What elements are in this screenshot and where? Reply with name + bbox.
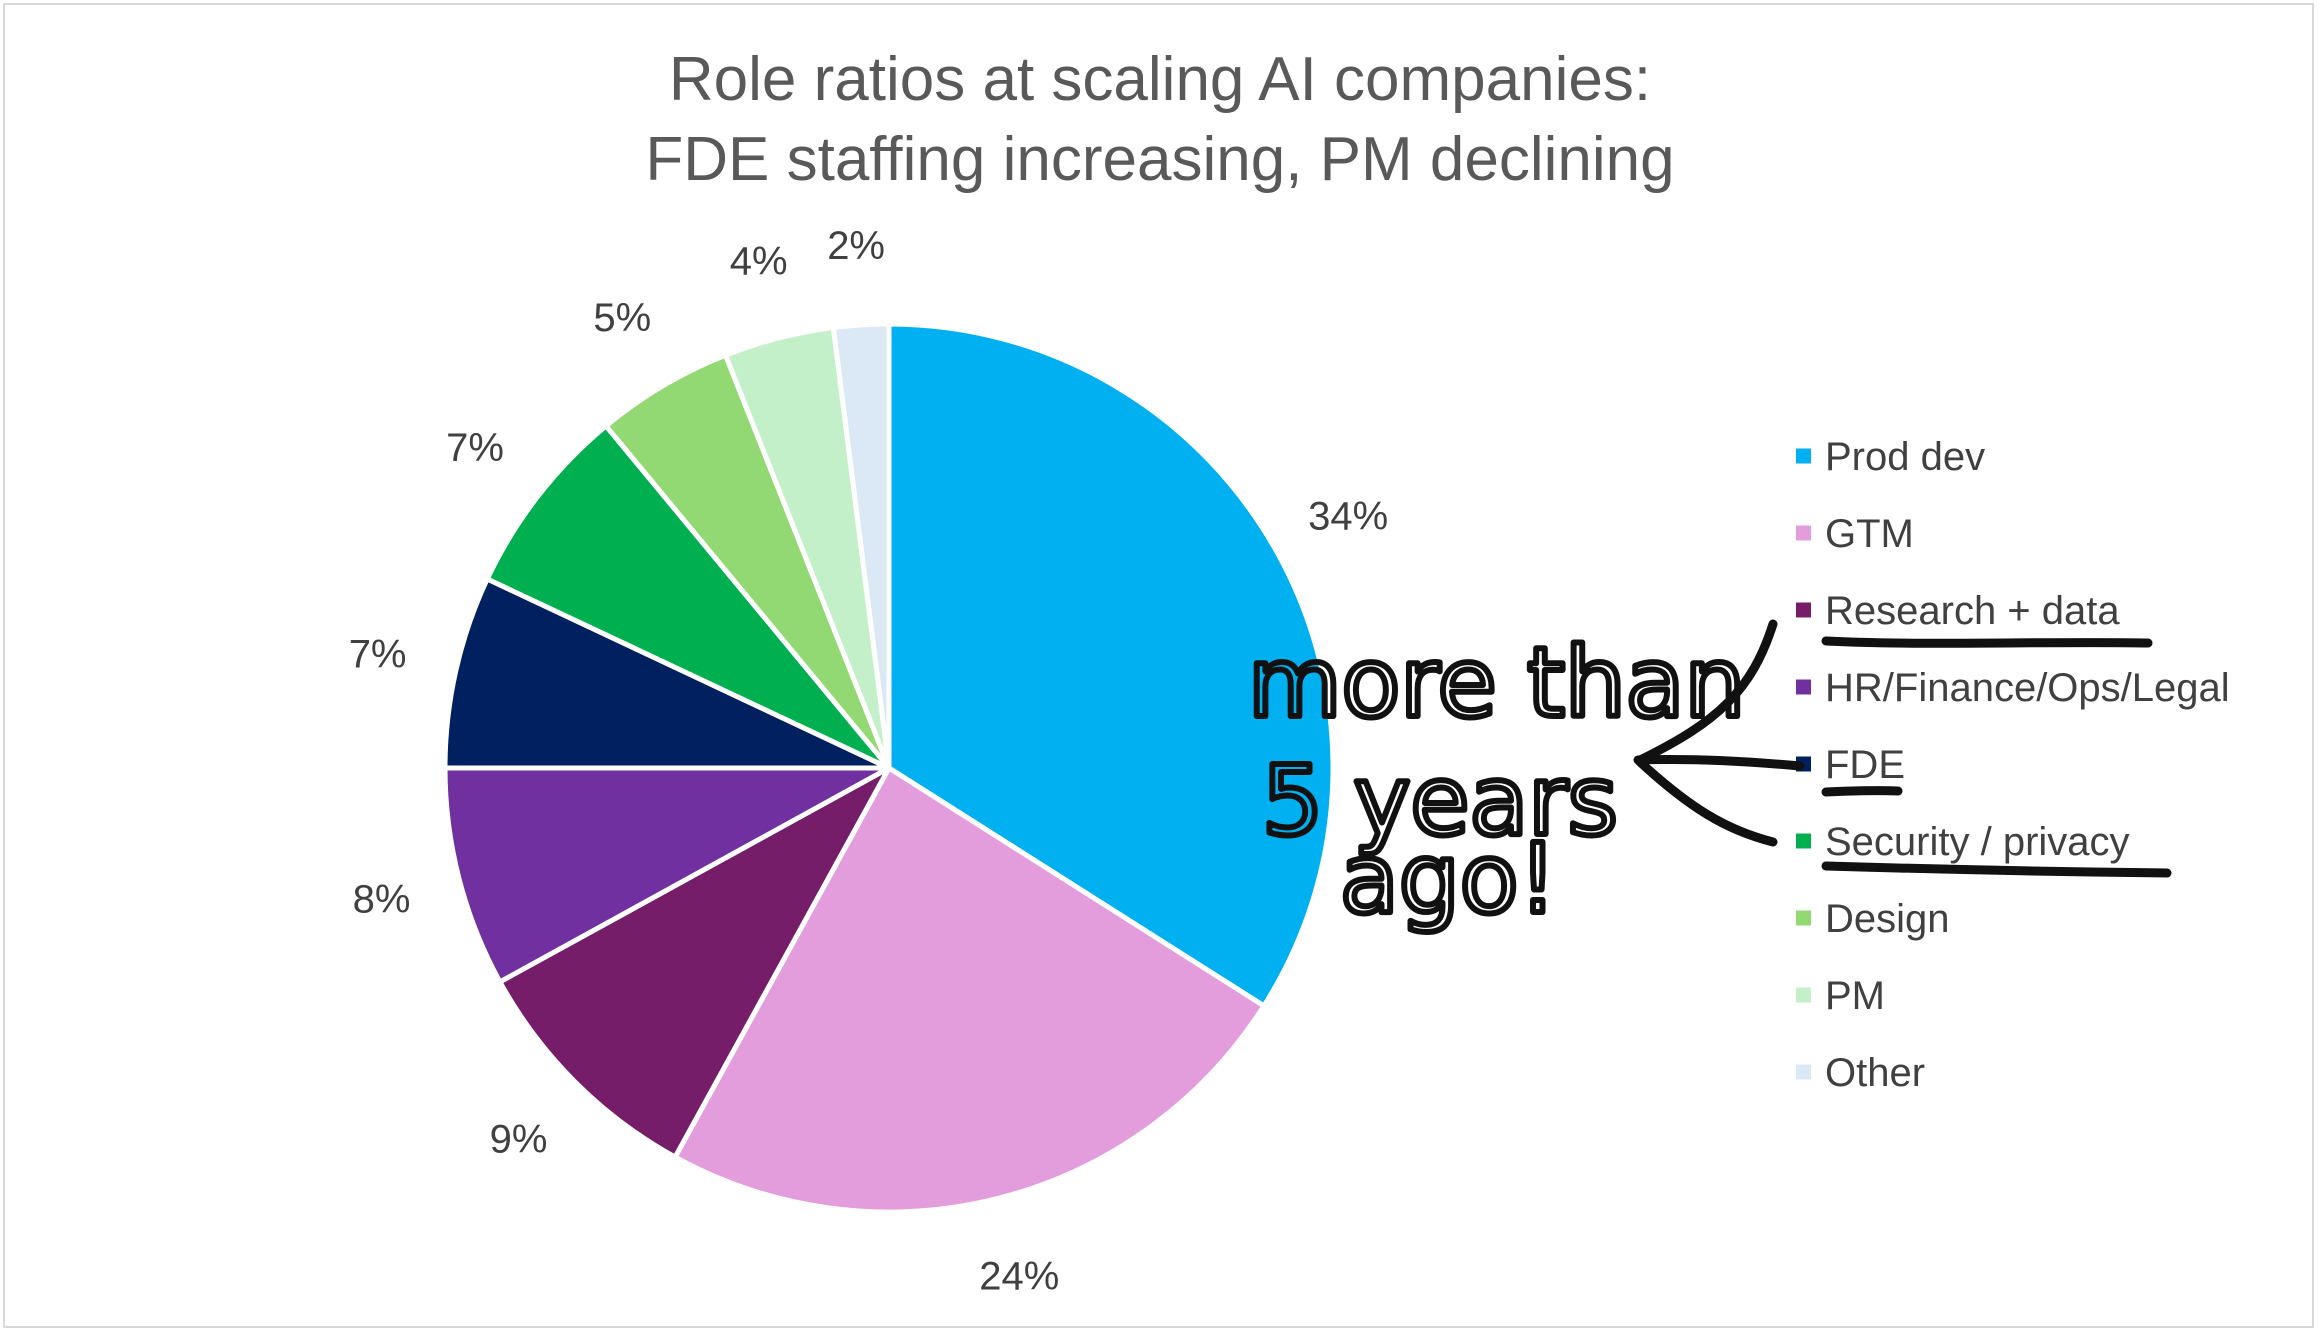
chart-title-line-2: FDE staffing increasing, PM declining	[645, 125, 1674, 194]
legend: Prod dev GTM Research + data HR/Finance/Ops…	[1796, 435, 2230, 1095]
legend-swatch-design	[1796, 910, 1811, 926]
legend-label-other: Other	[1825, 1051, 1925, 1095]
legend-label-design: Design	[1825, 897, 1950, 941]
pie-slice-fde	[442, 576, 892, 771]
chart-title: Role ratios at scaling AI companies: FDE…	[645, 45, 1674, 194]
annotation-arrow-upper	[1635, 619, 1778, 765]
legend-item-pm: PM	[1796, 974, 1885, 1018]
pie-slice-prod-dev	[886, 321, 1336, 1009]
legend-label-research-data: Research + data	[1825, 589, 2120, 633]
data-label-pm: 4%	[730, 240, 788, 284]
legend-item-other: Other	[1796, 1051, 1925, 1095]
chart-title-line-1: Role ratios at scaling AI companies:	[669, 45, 1651, 114]
annotation-arrow-middle	[1633, 754, 1805, 771]
legend-item-design: Design	[1796, 897, 1950, 941]
legend-label-security-privacy: Security / privacy	[1825, 820, 2130, 864]
legend-swatch-other	[1796, 1064, 1811, 1080]
legend-item-security-privacy: Security / privacy	[1796, 820, 2130, 864]
data-label-research-data: 9%	[490, 1118, 548, 1162]
data-label-fde: 7%	[349, 633, 407, 677]
handwritten-annotation: more than 5 years ago!	[1245, 619, 2172, 938]
underline-research-data	[1821, 636, 2153, 648]
legend-item-hr-finance-ops-legal: HR/Finance/Ops/Legal	[1796, 666, 2230, 710]
legend-swatch-hr-finance-ops-legal	[1796, 679, 1811, 695]
pie-slice-other	[830, 321, 892, 771]
legend-label-prod-dev: Prod dev	[1825, 435, 1985, 479]
annotation-line-1: more than	[1248, 627, 1745, 739]
legend-swatch-gtm	[1796, 525, 1811, 541]
data-label-prod-dev: 34%	[1308, 495, 1388, 539]
legend-swatch-security-privacy	[1796, 833, 1811, 849]
pie-data-labels: 34% 24% 9% 8% 7% 7% 5% 4% 2%	[349, 224, 1389, 1299]
legend-label-fde: FDE	[1825, 743, 1905, 787]
pie-slice-security-privacy	[484, 423, 892, 771]
annotation-arrow-lower	[1635, 757, 1778, 847]
pie-slice-hr-finance-ops-legal	[442, 765, 892, 985]
legend-swatch-prod-dev	[1796, 448, 1811, 464]
legend-swatch-pm	[1796, 987, 1811, 1003]
pie-slice-gtm	[672, 765, 1267, 1215]
legend-label-gtm: GTM	[1825, 512, 1914, 556]
data-label-gtm: 24%	[979, 1255, 1059, 1299]
legend-label-pm: PM	[1825, 974, 1885, 1018]
legend-item-prod-dev: Prod dev	[1796, 435, 1985, 479]
pie-slice-research-data	[497, 765, 892, 1160]
data-label-security-privacy: 7%	[446, 426, 504, 470]
legend-swatch-research-data	[1796, 602, 1811, 618]
pie-slices	[442, 321, 1336, 1215]
annotation-line-2: 5 years	[1262, 745, 1618, 857]
data-label-hr-finance-ops-legal: 8%	[353, 877, 411, 921]
underline-fde	[1821, 786, 1903, 797]
legend-item-gtm: GTM	[1796, 512, 1914, 556]
annotation-line-3: ago!	[1340, 823, 1557, 935]
data-label-design: 5%	[593, 296, 651, 340]
legend-item-fde: FDE	[1796, 743, 1905, 787]
legend-item-research-data: Research + data	[1796, 589, 2120, 633]
data-label-other: 2%	[827, 224, 885, 268]
legend-label-hr-finance-ops-legal: HR/Finance/Ops/Legal	[1825, 666, 2230, 710]
underline-security-privacy	[1821, 861, 2172, 878]
